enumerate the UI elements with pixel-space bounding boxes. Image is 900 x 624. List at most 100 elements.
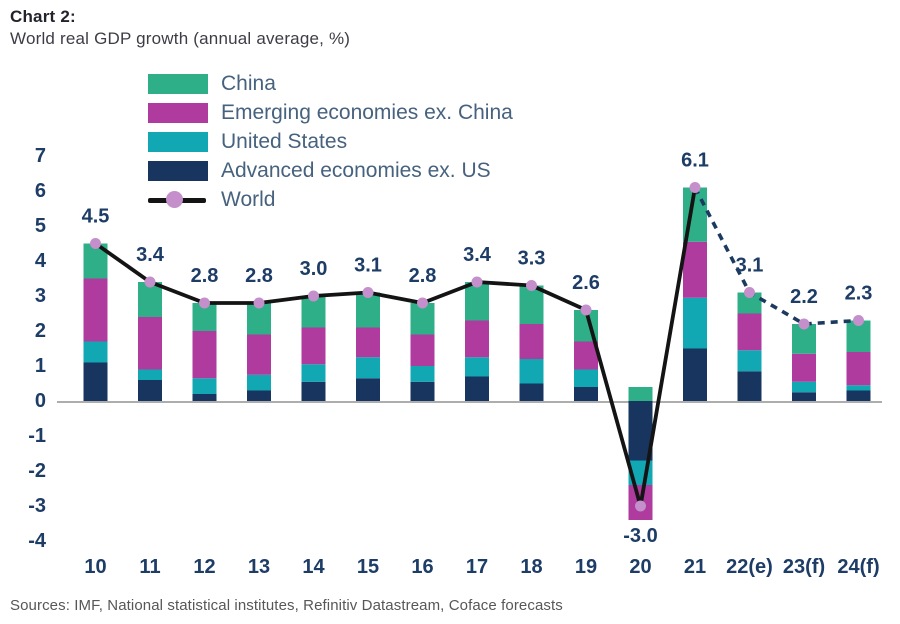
- world-point-marker: [90, 238, 101, 249]
- x-axis-tick-label: 17: [466, 556, 488, 578]
- world-value-label: -3.0: [623, 525, 657, 547]
- bar-segment: [846, 385, 871, 391]
- bar-segment: [410, 334, 435, 366]
- world-line-forecast-dashed: [693, 186, 859, 326]
- world-value-label: 2.3: [845, 283, 873, 305]
- bar-segment: [792, 392, 816, 401]
- bar-segment: [846, 352, 871, 386]
- bar-segment: [138, 317, 162, 370]
- bar-segment: [83, 341, 108, 363]
- bar-segment: [574, 369, 598, 387]
- bar-segment: [465, 376, 489, 401]
- bar-segment: [574, 341, 598, 370]
- world-point-marker: [689, 182, 701, 193]
- world-value-label: 2.6: [572, 272, 600, 294]
- bar-segment: [83, 278, 108, 342]
- bar-segment: [519, 383, 544, 401]
- bar-segment: [138, 380, 162, 401]
- bar-segment: [792, 381, 816, 393]
- world-point-marker: [798, 318, 810, 330]
- bar-segment: [192, 394, 217, 401]
- world-line-solid: [94, 187, 697, 508]
- world-point-marker: [744, 287, 755, 298]
- y-axis-tick-label: 3: [35, 285, 46, 307]
- world-point-marker: [635, 500, 646, 512]
- chart-title: Chart 2:: [10, 7, 76, 26]
- chart-legend: China Emerging economies ex. China United …: [148, 72, 513, 211]
- world-value-label: 2.8: [409, 265, 437, 287]
- world-point-marker: [526, 280, 537, 291]
- y-axis-tick-label: 7: [35, 145, 46, 167]
- x-axis-tick-label: 23(f): [783, 556, 825, 578]
- bar-segment: [519, 359, 544, 384]
- bar-segment: [683, 348, 707, 401]
- bar-segment: [410, 366, 435, 382]
- legend-item-emerging-economies-ex-china: Emerging economies ex. China: [148, 101, 513, 124]
- bar-segment: [247, 334, 271, 375]
- x-axis-tick-label: 19: [575, 556, 597, 578]
- world-point-marker: [417, 297, 428, 309]
- legend-swatch-icon: [148, 74, 208, 94]
- sources-note: Sources: IMF, National statistical insti…: [10, 597, 563, 614]
- y-axis-tick-label: 4: [35, 250, 47, 272]
- x-axis-tick-label: 15: [357, 556, 379, 578]
- world-value-label: 2.8: [191, 265, 219, 287]
- bar-segment: [519, 285, 544, 324]
- y-axis-tick-label: -2: [28, 460, 46, 482]
- bar-segment: [83, 362, 108, 401]
- x-axis-tick-label: 22(e): [726, 556, 773, 578]
- world-point-marker: [199, 297, 210, 309]
- world-point-marker: [580, 304, 592, 316]
- legend-item-label: Emerging economies ex. China: [221, 101, 513, 124]
- bar-segment: [192, 331, 217, 379]
- bar-segment: [628, 387, 653, 401]
- y-axis-tick-label: -3: [28, 495, 46, 517]
- legend-item-china: China: [148, 72, 513, 95]
- world-value-label: 3.4: [136, 244, 165, 266]
- bar-segment: [737, 292, 762, 314]
- y-axis-tick-label: 5: [35, 215, 46, 237]
- world-value-label: 2.2: [790, 286, 818, 308]
- x-axis-tick-label: 13: [248, 556, 270, 578]
- y-axis-tick-label: -4: [28, 530, 47, 552]
- world-point-marker: [308, 290, 319, 302]
- legend-swatch-icon: [148, 132, 208, 152]
- bar-segment: [356, 327, 380, 358]
- world-value-label: 2.8: [245, 265, 273, 287]
- world-value-label: 3.3: [518, 248, 546, 270]
- bar-segment: [465, 282, 489, 321]
- world-point-marker: [853, 315, 864, 326]
- x-axis-tick-label: 21: [684, 556, 706, 578]
- bar-segment: [356, 378, 380, 401]
- x-axis-tick-label: 18: [520, 556, 542, 578]
- legend-item-world: World: [148, 188, 513, 211]
- bar-segment: [138, 282, 162, 317]
- world-value-label: 4.5: [82, 206, 110, 228]
- x-axis-tick-label: 14: [302, 556, 325, 578]
- y-axis-tick-label: -1: [28, 425, 46, 447]
- world-value-label: 3.0: [300, 258, 328, 280]
- x-axis-tick-label: 12: [193, 556, 215, 578]
- world-point-marker: [144, 276, 156, 288]
- bar-segment: [465, 320, 489, 358]
- bar-segment: [192, 378, 217, 394]
- bar-segment: [356, 292, 380, 328]
- legend-item-advanced-economies-ex-us: Advanced economies ex. US: [148, 159, 513, 182]
- bar-segment: [519, 324, 544, 359]
- world-point-marker: [471, 276, 483, 288]
- world-value-label: 3.1: [736, 255, 764, 277]
- bar-segment: [683, 297, 707, 349]
- x-axis-tick-label: 10: [84, 556, 106, 578]
- y-axis-tick-label: 1: [35, 355, 46, 377]
- world-value-label: 6.1: [681, 150, 709, 172]
- legend-item-label: Advanced economies ex. US: [221, 159, 491, 182]
- bar-segment: [574, 387, 598, 401]
- legend-item-label: United States: [221, 130, 348, 153]
- world-point-marker: [362, 287, 374, 298]
- y-axis-tick-label: 2: [35, 320, 46, 342]
- bar-segment: [465, 357, 489, 377]
- legend-item-united-states: United States: [148, 130, 513, 153]
- world-value-label: 3.1: [354, 255, 382, 277]
- y-axis-tick-label: 0: [35, 390, 46, 412]
